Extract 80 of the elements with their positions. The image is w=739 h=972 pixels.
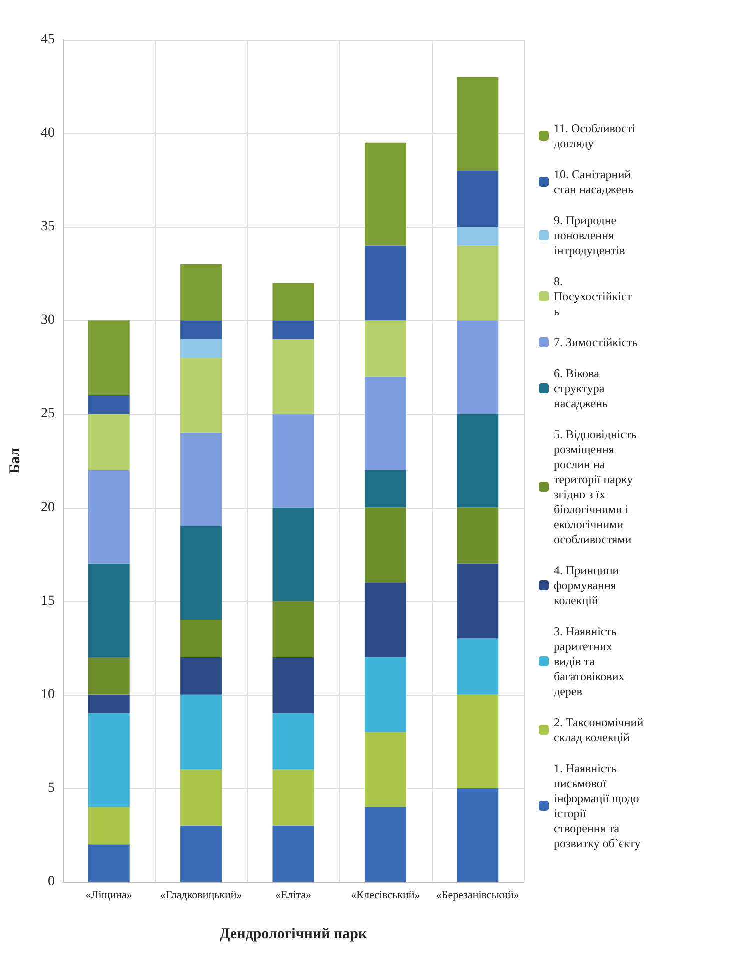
bar bbox=[272, 339, 314, 414]
bar bbox=[364, 470, 406, 508]
legend-label: 3. Наявність раритетних видів та багатовікових дерев bbox=[554, 624, 628, 698]
bar bbox=[180, 657, 222, 695]
bar bbox=[180, 339, 222, 358]
x-tick-label: «Еліта» bbox=[275, 890, 312, 902]
y-tick-label: 0 bbox=[48, 874, 55, 890]
bar bbox=[272, 414, 314, 508]
bar bbox=[180, 320, 222, 340]
y-tick-label: 15 bbox=[41, 594, 55, 609]
bar bbox=[88, 414, 130, 470]
bar bbox=[457, 638, 499, 695]
legend-label: 7. Зимостійкість bbox=[554, 336, 638, 350]
x-tick-label: «Ліщина» bbox=[86, 890, 132, 902]
bar bbox=[180, 432, 222, 526]
bar bbox=[364, 657, 406, 732]
bar bbox=[88, 470, 130, 564]
legend-label: 1. Наявність письмової інформації щодо історії створення та розвитку об`єкту bbox=[554, 762, 642, 850]
x-tick-label: «Клесівський» bbox=[351, 890, 420, 902]
bar bbox=[272, 770, 314, 826]
bar bbox=[180, 694, 222, 770]
bar bbox=[457, 320, 499, 414]
legend-label: 2. Таксономічний склад колекцій bbox=[554, 716, 647, 744]
y-tick-label: 30 bbox=[41, 313, 55, 328]
y-tick-label: 5 bbox=[48, 780, 55, 796]
legend-label: 4. Принципи формування колекцій bbox=[554, 564, 622, 608]
bar bbox=[88, 807, 130, 845]
bar bbox=[272, 320, 314, 340]
y-tick-label: 10 bbox=[41, 687, 55, 702]
bar bbox=[272, 657, 314, 714]
bar bbox=[457, 246, 499, 321]
bar bbox=[180, 770, 222, 826]
y-tick-label: 25 bbox=[41, 406, 55, 422]
bar bbox=[457, 508, 499, 564]
bar bbox=[180, 826, 222, 882]
bar bbox=[364, 142, 406, 246]
legend-label: 6. Вікова структура насаджень bbox=[554, 366, 609, 410]
legend-label: 10. Санітарний стан насаджень bbox=[554, 168, 634, 196]
x-tick-label: «Березанівський» bbox=[436, 890, 520, 902]
bar bbox=[180, 526, 222, 620]
x-axis-title: Дендрологічний парк bbox=[220, 926, 368, 942]
y-axis-title: Бал bbox=[8, 447, 24, 474]
bar bbox=[272, 714, 314, 770]
bar bbox=[88, 694, 130, 714]
bar bbox=[457, 694, 499, 788]
bar bbox=[457, 77, 499, 171]
bar bbox=[364, 246, 406, 321]
bar bbox=[272, 826, 314, 882]
bar bbox=[88, 714, 130, 808]
bar bbox=[180, 620, 222, 658]
legend-label: 5. Відповідність розміщення рослин на території парку згідно з їх біологічними і екологічними особливостями bbox=[554, 428, 640, 546]
legend-label: 8. Посухостійкість bbox=[554, 274, 633, 318]
x-tick-label: «Гладковицький» bbox=[160, 890, 242, 902]
bar bbox=[272, 508, 314, 602]
bar bbox=[88, 844, 130, 882]
bar bbox=[457, 414, 499, 508]
bar bbox=[364, 320, 406, 377]
bar bbox=[364, 508, 406, 583]
bar bbox=[272, 601, 314, 658]
bar bbox=[88, 320, 130, 396]
bar bbox=[364, 732, 406, 808]
y-tick-label: 40 bbox=[41, 126, 55, 142]
y-tick-label: 45 bbox=[41, 32, 55, 48]
bar bbox=[457, 788, 499, 882]
y-tick-label: 20 bbox=[41, 500, 55, 516]
y-tick-label: 35 bbox=[41, 220, 55, 235]
bar bbox=[364, 582, 406, 658]
bar bbox=[457, 170, 499, 228]
bar bbox=[88, 396, 130, 414]
bar bbox=[180, 358, 222, 433]
bar bbox=[364, 807, 406, 882]
bar bbox=[88, 657, 130, 695]
bar bbox=[180, 264, 222, 321]
legend-label: 9. Природне поновлення інтродуцентів bbox=[554, 214, 626, 258]
bar bbox=[457, 227, 499, 246]
bar bbox=[364, 376, 406, 470]
bar bbox=[88, 564, 130, 658]
bar bbox=[457, 564, 499, 639]
legend-label: 11. Особливості догляду bbox=[554, 122, 639, 150]
bar bbox=[272, 283, 314, 321]
